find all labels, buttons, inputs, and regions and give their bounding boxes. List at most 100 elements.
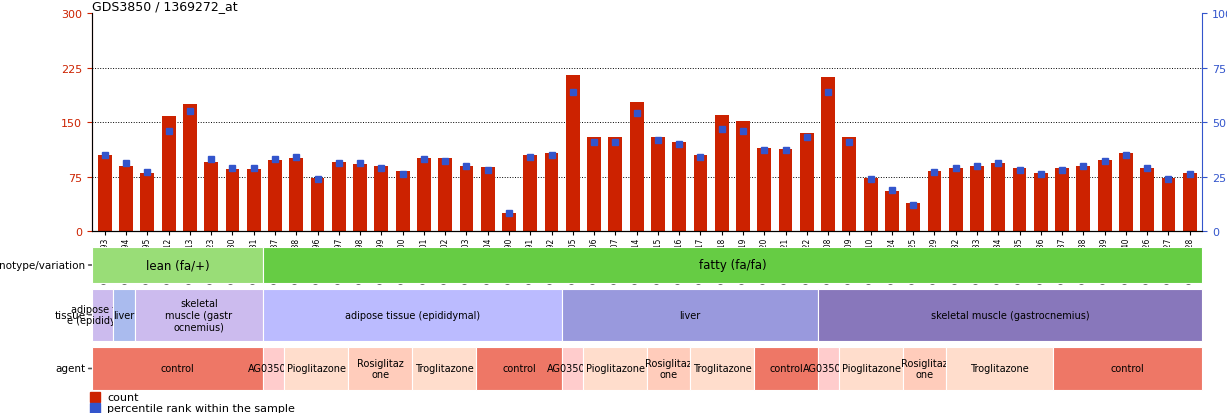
- Bar: [907, 204, 920, 231]
- Text: fatty (fa/fa): fatty (fa/fa): [699, 259, 767, 272]
- Text: GDS3850 / 1369272_at: GDS3850 / 1369272_at: [92, 0, 238, 13]
- FancyBboxPatch shape: [476, 347, 562, 390]
- Bar: [481, 168, 494, 231]
- Bar: [1055, 169, 1069, 231]
- Bar: [438, 159, 452, 231]
- FancyBboxPatch shape: [648, 347, 690, 390]
- Bar: [331, 163, 346, 231]
- FancyBboxPatch shape: [92, 289, 113, 341]
- Text: Troglitazone: Troglitazone: [692, 363, 751, 374]
- FancyBboxPatch shape: [412, 347, 476, 390]
- Bar: [821, 78, 836, 231]
- FancyBboxPatch shape: [818, 347, 839, 390]
- Bar: [693, 155, 707, 231]
- FancyBboxPatch shape: [263, 248, 1202, 283]
- Bar: [715, 116, 729, 231]
- Bar: [1162, 178, 1175, 231]
- Bar: [502, 213, 515, 231]
- FancyBboxPatch shape: [92, 248, 263, 283]
- Bar: [267, 160, 282, 231]
- Text: AG035029: AG035029: [547, 363, 598, 374]
- Text: liver: liver: [680, 310, 701, 320]
- Text: liver: liver: [113, 310, 135, 320]
- Bar: [226, 170, 239, 231]
- Bar: [588, 137, 601, 231]
- Text: adipose tissu
e (epididymal): adipose tissu e (epididymal): [67, 304, 139, 326]
- Bar: [629, 102, 643, 231]
- Text: control: control: [1110, 363, 1145, 374]
- Text: count: count: [108, 392, 139, 401]
- Text: AG035029: AG035029: [248, 363, 299, 374]
- Text: Rosiglitaz
one: Rosiglitaz one: [357, 358, 404, 380]
- Bar: [566, 76, 579, 231]
- Bar: [119, 166, 133, 231]
- FancyBboxPatch shape: [583, 347, 648, 390]
- Bar: [545, 154, 558, 231]
- FancyBboxPatch shape: [1053, 347, 1202, 390]
- FancyBboxPatch shape: [135, 289, 263, 341]
- FancyBboxPatch shape: [755, 347, 818, 390]
- Text: control: control: [769, 363, 802, 374]
- Bar: [885, 192, 899, 231]
- Bar: [652, 137, 665, 231]
- Bar: [140, 173, 155, 231]
- Text: agent: agent: [55, 363, 86, 374]
- Bar: [1034, 173, 1048, 231]
- Bar: [843, 137, 856, 231]
- Text: AG035029: AG035029: [804, 363, 854, 374]
- Text: adipose tissue (epididymal): adipose tissue (epididymal): [345, 310, 480, 320]
- Bar: [459, 166, 474, 231]
- Bar: [1119, 154, 1133, 231]
- Bar: [757, 148, 771, 231]
- Text: lean (fa/+): lean (fa/+): [146, 259, 210, 272]
- Bar: [247, 170, 260, 231]
- Bar: [290, 159, 303, 231]
- Bar: [948, 169, 963, 231]
- Bar: [374, 166, 388, 231]
- Text: Troglitazone: Troglitazone: [415, 363, 474, 374]
- FancyBboxPatch shape: [113, 289, 135, 341]
- Text: Pioglitazone: Pioglitazone: [842, 363, 901, 374]
- Text: percentile rank within the sample: percentile rank within the sample: [108, 403, 296, 413]
- Bar: [98, 155, 112, 231]
- Text: skeletal
muscle (gastr
ocnemius): skeletal muscle (gastr ocnemius): [166, 298, 232, 332]
- Bar: [991, 164, 1005, 231]
- FancyBboxPatch shape: [263, 347, 285, 390]
- FancyBboxPatch shape: [946, 347, 1053, 390]
- FancyBboxPatch shape: [285, 347, 348, 390]
- Text: Rosiglitaz
one: Rosiglitaz one: [902, 358, 948, 380]
- Bar: [609, 137, 622, 231]
- Bar: [310, 178, 324, 231]
- Bar: [395, 172, 410, 231]
- FancyBboxPatch shape: [348, 347, 412, 390]
- Text: control: control: [161, 363, 194, 374]
- Bar: [353, 165, 367, 231]
- Bar: [204, 163, 218, 231]
- Bar: [1140, 169, 1155, 231]
- Bar: [524, 155, 537, 231]
- FancyBboxPatch shape: [903, 347, 946, 390]
- FancyBboxPatch shape: [263, 289, 562, 341]
- Bar: [183, 105, 196, 231]
- Text: Rosiglitaz
one: Rosiglitaz one: [645, 358, 692, 380]
- Bar: [971, 166, 984, 231]
- Bar: [779, 150, 793, 231]
- Bar: [1098, 160, 1112, 231]
- Bar: [864, 178, 877, 231]
- FancyBboxPatch shape: [562, 289, 818, 341]
- Bar: [1183, 173, 1196, 231]
- Bar: [1012, 169, 1027, 231]
- Bar: [928, 172, 941, 231]
- Bar: [672, 143, 686, 231]
- Text: skeletal muscle (gastrocnemius): skeletal muscle (gastrocnemius): [931, 310, 1090, 320]
- Bar: [1076, 166, 1091, 231]
- Text: Troglitazone: Troglitazone: [971, 363, 1029, 374]
- FancyBboxPatch shape: [690, 347, 755, 390]
- FancyBboxPatch shape: [562, 347, 583, 390]
- Bar: [417, 159, 431, 231]
- Bar: [736, 121, 750, 231]
- Text: Pioglitazone: Pioglitazone: [287, 363, 346, 374]
- Text: genotype/variation: genotype/variation: [0, 260, 86, 271]
- FancyBboxPatch shape: [818, 289, 1202, 341]
- Text: control: control: [502, 363, 536, 374]
